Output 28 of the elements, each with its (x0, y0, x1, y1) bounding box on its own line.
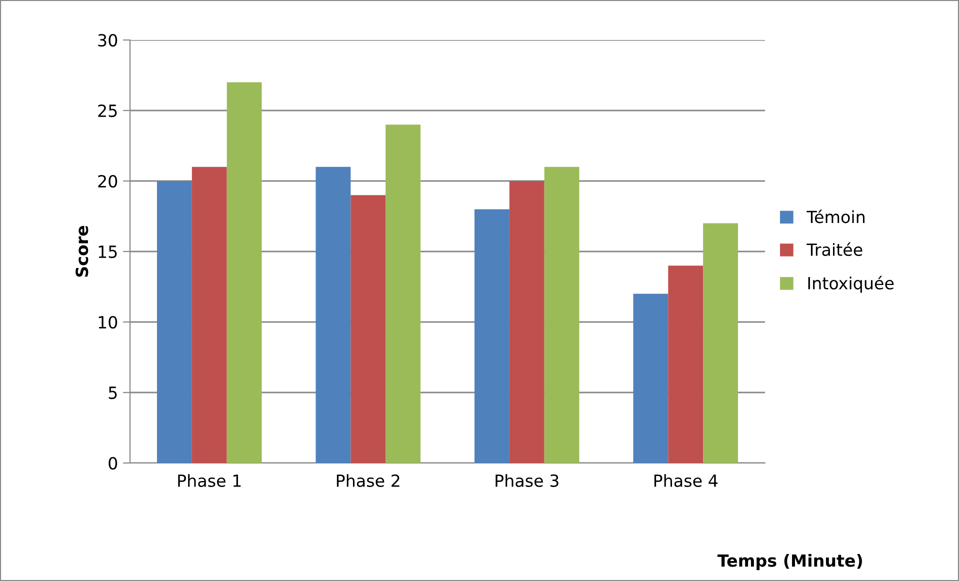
legend-label: Témoin (806, 210, 864, 224)
y-tick-label: 10 (98, 316, 118, 329)
x-tick-label: Phase 3 (496, 474, 558, 488)
y-tick-label: 25 (98, 104, 117, 118)
bar (316, 166, 351, 463)
x-tick-label: Phase 1 (178, 474, 241, 488)
legend-label: Traitée (806, 242, 862, 256)
x-tick-label: Phase 2 (336, 474, 400, 488)
bar (386, 124, 421, 463)
bar (192, 166, 227, 463)
bar (703, 223, 738, 463)
bar (509, 181, 544, 463)
x-tick-label: Phase 4 (654, 474, 718, 488)
y-tick-label: 0 (108, 456, 118, 470)
y-tick-label: 15 (98, 246, 117, 258)
y-tick-label: 5 (108, 386, 117, 400)
y-axis-title: Score (76, 226, 88, 277)
bar (668, 266, 704, 463)
x-axis-title: Temps (Minute) (717, 554, 862, 570)
bar (474, 209, 510, 463)
bar (633, 294, 668, 463)
bar (156, 181, 192, 463)
legend-label: Intoxiquée (808, 276, 894, 293)
y-tick-label: 30 (98, 34, 118, 47)
bar (544, 166, 580, 463)
bar (350, 195, 386, 463)
y-tick-label: 20 (98, 174, 118, 188)
bar (226, 82, 262, 463)
